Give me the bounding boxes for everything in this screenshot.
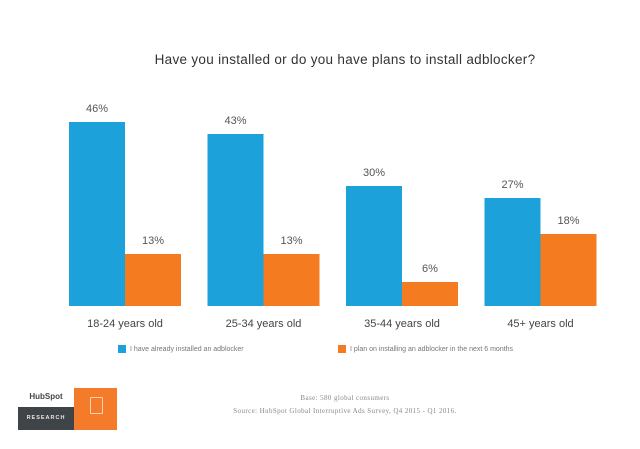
legend-label-planning: I plan on installing an adblocker in the… [350,345,514,353]
bar-chart: 46% 13% 18-24 years old 43% 13% 25-34 years o… [69,103,597,330]
category-label-3: 45+ years old [507,318,573,330]
source-note: Source: HubSpot Global Interruptive Ads … [233,407,457,415]
bar-planning-0 [125,254,181,306]
clipboard-icon [90,397,103,414]
bar-installed-0 [69,122,125,306]
value-label-planning-1: 13% [280,235,302,247]
value-label-installed-2: 30% [363,167,385,179]
value-label-installed-3: 27% [501,179,523,191]
value-label-installed-0: 46% [86,103,108,115]
bar-planning-2 [402,282,458,306]
bar-planning-3 [540,234,597,306]
value-label-installed-1: 43% [224,115,246,127]
bar-planning-1 [263,254,320,306]
source-notes: Base: 580 global consumers Source: HubSp… [0,392,640,418]
bar-installed-2 [346,186,402,306]
legend-item-planning: I plan on installing an adblocker in the… [338,345,513,353]
value-label-planning-0: 13% [142,235,164,247]
legend-swatch-planning [338,345,346,353]
category-label-1: 25-34 years old [226,318,302,330]
value-label-planning-2: 6% [422,263,438,275]
legend-swatch-installed [118,345,126,353]
base-note: Base: 580 global consumers [300,394,390,402]
legend-item-installed: I have already installed an adblocker [118,345,244,353]
chart-title: Have you installed or do you have plans … [154,52,536,67]
hubspot-research-logo: HubSpot RESEARCH [18,388,117,430]
logo-orange-block [74,388,117,430]
category-label-0: 18-24 years old [87,318,163,330]
logo-brand-text: HubSpot [29,392,63,401]
bar-installed-1 [207,134,264,306]
value-label-planning-3: 18% [557,215,579,227]
category-label-2: 35-44 years old [364,318,440,330]
bar-installed-3 [484,198,541,306]
legend-label-installed: I have already installed an adblocker [130,345,244,353]
legend: I have already installed an adblocker I … [0,345,640,359]
logo-research-text: RESEARCH [18,407,74,430]
